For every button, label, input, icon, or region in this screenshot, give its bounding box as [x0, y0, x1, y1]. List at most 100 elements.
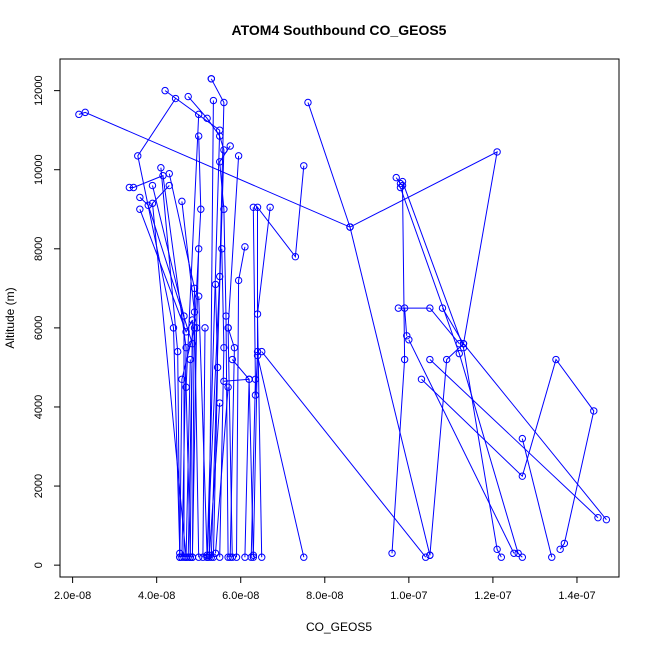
data-point	[182, 553, 190, 561]
data-point	[226, 142, 234, 150]
data-point	[459, 340, 468, 348]
data-point	[300, 162, 308, 170]
series-18	[148, 181, 188, 561]
data-point	[203, 551, 211, 559]
data-point	[216, 553, 224, 561]
data-point	[81, 108, 89, 117]
data-point	[136, 193, 144, 202]
data-point	[171, 94, 180, 103]
data-point	[209, 96, 218, 105]
series-line	[185, 359, 191, 558]
series-line	[208, 100, 214, 556]
data-point	[417, 375, 426, 383]
data-point	[548, 553, 556, 561]
data-point	[405, 336, 413, 344]
data-point	[234, 276, 243, 285]
data-point	[455, 349, 463, 358]
series-line	[137, 98, 181, 554]
x-tick-label: 1.2e-07	[474, 590, 511, 602]
data-point	[253, 351, 262, 360]
data-point	[228, 355, 237, 364]
series-line	[202, 327, 206, 558]
data-point	[400, 304, 409, 312]
x-tick-label: 4.0e-08	[138, 590, 175, 602]
y-tick-label: 6000	[33, 316, 45, 340]
series-layer	[75, 75, 611, 561]
data-point	[136, 205, 144, 213]
data-point	[266, 203, 274, 211]
data-point	[165, 169, 173, 178]
data-point	[197, 205, 205, 213]
series-line	[261, 351, 427, 558]
data-point	[207, 75, 216, 83]
data-point	[213, 363, 222, 372]
data-point	[205, 551, 213, 559]
series-line	[442, 307, 607, 521]
data-point	[442, 355, 451, 364]
data-point	[304, 98, 312, 107]
data-point	[186, 355, 194, 364]
data-point	[226, 553, 234, 561]
series-line	[160, 167, 181, 558]
series-22	[178, 197, 203, 561]
data-point	[493, 148, 501, 156]
data-point	[258, 553, 266, 561]
series-line	[402, 181, 502, 558]
series-41	[417, 355, 598, 554]
data-point	[201, 324, 209, 332]
data-point	[169, 324, 178, 332]
data-point	[228, 553, 237, 561]
data-point	[234, 152, 243, 160]
data-point	[388, 549, 396, 557]
series-39	[396, 183, 527, 561]
series-43	[426, 355, 602, 522]
data-point	[590, 407, 598, 415]
data-point	[594, 513, 602, 522]
y-axis-label: Altitude (m)	[3, 287, 17, 348]
series-line	[215, 387, 229, 554]
data-point	[518, 472, 527, 480]
data-point	[182, 328, 190, 336]
series-line	[164, 90, 221, 558]
series-35	[182, 355, 194, 561]
data-point	[211, 280, 220, 289]
x-axis-label: CO_GEOS5	[306, 620, 372, 634]
series-14	[232, 243, 249, 561]
series-line	[307, 102, 498, 556]
data-point	[602, 515, 611, 524]
data-point	[220, 343, 228, 352]
series-42	[518, 434, 556, 561]
data-point	[249, 551, 258, 559]
series-11	[249, 162, 308, 561]
data-point	[514, 549, 522, 557]
data-point	[180, 312, 188, 320]
data-point	[400, 355, 409, 364]
data-point	[224, 324, 232, 332]
data-point	[392, 173, 400, 182]
series-line	[152, 185, 185, 558]
data-point	[426, 551, 434, 559]
series-line	[208, 402, 221, 558]
data-point	[125, 183, 134, 192]
series-10	[304, 98, 501, 559]
series-line	[404, 308, 408, 336]
series-line	[223, 378, 254, 556]
data-point	[216, 158, 224, 166]
series-34	[194, 292, 211, 559]
data-point	[241, 243, 249, 251]
data-point	[230, 343, 239, 352]
series-line	[521, 438, 553, 558]
series-31	[220, 375, 258, 559]
series-line	[191, 248, 200, 558]
y-tick-label: 4000	[33, 395, 45, 419]
data-point	[144, 201, 152, 210]
y-tick-label: 2000	[33, 474, 45, 498]
series-line	[252, 165, 305, 558]
series-line	[219, 145, 231, 558]
data-point	[184, 553, 192, 561]
series-17	[136, 205, 197, 561]
series-26	[216, 245, 228, 561]
series-line	[212, 284, 219, 558]
data-point	[180, 553, 188, 561]
series-line	[139, 209, 193, 558]
